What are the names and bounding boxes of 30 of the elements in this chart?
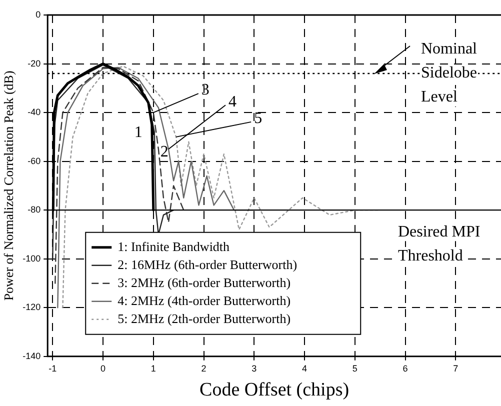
legend-label: 1: Infinite Bandwidth: [118, 238, 230, 254]
y-axis-title: Power of Normalized Correlation Peak (dB): [1, 70, 16, 301]
annotation: 1: [134, 124, 142, 141]
ref-line-label: Desired MPI Threshold: [398, 223, 480, 264]
x-tick-label: -1: [48, 363, 57, 374]
legend-label: 4: 2MHz (4th-order Butterworth): [118, 292, 291, 308]
x-axis-title: Code Offset (chips): [200, 380, 350, 401]
legend-label: 5: 2MHz (2th-order Butterworth): [118, 310, 291, 326]
y-tick-label: -20: [28, 58, 41, 68]
y-tick-label: -120: [22, 302, 41, 312]
x-tick-label: 3: [252, 363, 257, 374]
y-tick-label: -40: [28, 107, 41, 118]
annotation: 4: [228, 93, 237, 110]
annotation: 2: [160, 143, 168, 160]
annotation: 3: [201, 82, 210, 99]
x-tick-label: 6: [402, 363, 408, 374]
y-tick-label: -140: [22, 350, 41, 361]
y-tick-label: 0: [36, 9, 41, 20]
y-tick-label: -80: [28, 204, 41, 215]
y-tick-label: -100: [22, 253, 41, 264]
x-tick-label: 1: [150, 363, 156, 374]
legend-label: 3: 2MHz (6th-order Butterworth): [118, 274, 291, 290]
legend-label: 2: 16MHz (6th-order Butterworth): [118, 256, 298, 272]
ref-line-label: Nominal Sidelobe Level: [421, 40, 478, 106]
x-tick-label: 4: [302, 363, 308, 374]
x-tick-label: 2: [201, 363, 206, 374]
y-tick-label: -60: [28, 156, 41, 166]
x-tick-label: 7: [453, 363, 458, 374]
x-tick-label: 0: [100, 363, 106, 374]
x-tick-label: 5: [352, 363, 358, 374]
